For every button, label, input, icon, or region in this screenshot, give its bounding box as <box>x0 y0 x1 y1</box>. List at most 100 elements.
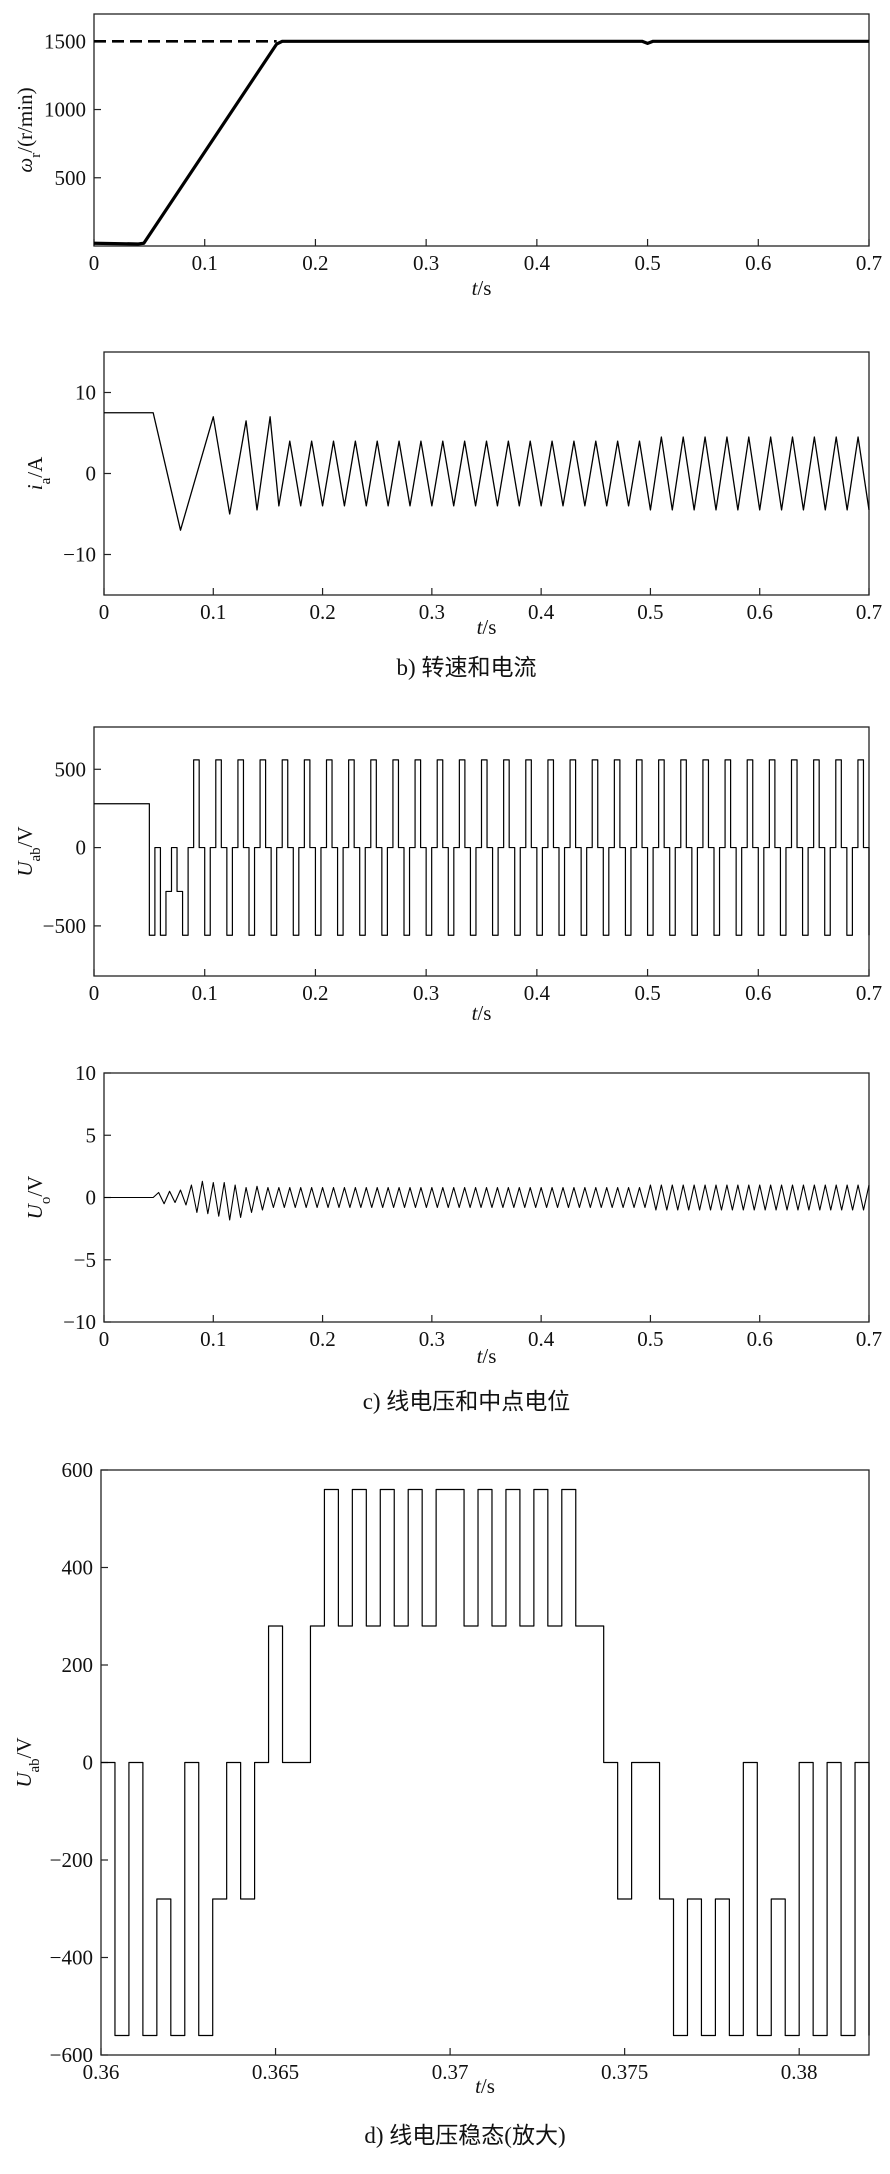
y-tick-label: 200 <box>62 1653 94 1677</box>
y-axis-label: Uab/V <box>12 1737 43 1787</box>
y-tick-label: 600 <box>62 1458 94 1482</box>
x-label-symbol: t <box>472 276 479 300</box>
x-label-symbol: t <box>475 2074 482 2098</box>
x-label-symbol: t <box>477 615 484 639</box>
x-tick-label: 0.7 <box>856 600 882 624</box>
y-label-sub: ab <box>28 847 44 861</box>
x-tick-label: 0.5 <box>634 251 660 275</box>
y-axis-label: ωr/(r/min) <box>13 87 44 172</box>
x-tick-label: 0.7 <box>856 981 882 1005</box>
x-label-unit: /s <box>477 276 491 300</box>
x-tick-label: 0.4 <box>528 600 555 624</box>
caption: c) 线电压和中点电位 <box>363 1389 571 1414</box>
y-axis-label: Uab/V <box>13 826 44 876</box>
series-line <box>104 412 870 531</box>
x-tick-label: 0.2 <box>309 600 335 624</box>
y-tick-label: −600 <box>50 2043 93 2067</box>
y-tick-label: −400 <box>50 1946 93 1970</box>
x-tick-label: 0.3 <box>419 600 445 624</box>
x-label-symbol: t <box>477 1344 484 1368</box>
x-axis-label: t/s <box>472 1001 492 1025</box>
x-tick-label: 0.4 <box>524 981 551 1005</box>
y-tick-label: 0 <box>76 836 87 860</box>
y-tick-label: 10 <box>75 381 96 405</box>
y-label-symbol: ω <box>13 158 37 173</box>
series-line <box>93 39 869 246</box>
y-tick-label: 1500 <box>44 29 86 53</box>
plot-frame <box>93 13 870 247</box>
x-axis-label: t/s <box>477 1344 497 1368</box>
x-tick-label: 0.36 <box>83 2060 120 2084</box>
y-label-symbol: U <box>23 1202 47 1219</box>
x-tick-label: 0.5 <box>637 1327 663 1351</box>
x-tick-label: 0.5 <box>634 981 660 1005</box>
x-tick-label: 0.375 <box>601 2060 648 2084</box>
x-axis-label: t/s <box>475 2074 495 2098</box>
y-axis-label: ia/A <box>23 456 54 490</box>
x-tick-label: 0.1 <box>200 1327 226 1351</box>
x-tick-label: 0.4 <box>524 251 551 275</box>
x-label-symbol: t <box>472 1001 479 1025</box>
x-label-unit: /s <box>482 615 496 639</box>
caption: d) 线电压稳态(放大) <box>364 2123 565 2148</box>
y-label-symbol: U <box>13 860 37 877</box>
y-label-unit: /V <box>12 1737 36 1758</box>
y-label-sub: a <box>38 477 54 484</box>
y-axis-label: Uo/V <box>23 1176 54 1220</box>
series-line <box>104 1180 870 1221</box>
x-label-unit: /s <box>482 1344 496 1368</box>
y-tick-label: 500 <box>55 166 87 190</box>
y-tick-label: −10 <box>63 543 96 567</box>
x-tick-label: 0.2 <box>302 981 328 1005</box>
y-tick-label: −10 <box>63 1310 96 1334</box>
x-tick-label: 0.7 <box>856 1327 882 1351</box>
x-tick-label: 0.1 <box>200 600 226 624</box>
x-tick-label: 0.365 <box>252 2060 299 2084</box>
x-tick-label: 0.2 <box>309 1327 335 1351</box>
x-label-unit: /s <box>481 2074 495 2098</box>
x-tick-label: 0.3 <box>419 1327 445 1351</box>
y-tick-label: −5 <box>74 1248 96 1272</box>
y-label-unit: /(r/min) <box>13 87 37 152</box>
y-label-sub: o <box>38 1197 54 1205</box>
y-tick-label: −500 <box>43 914 86 938</box>
y-label-unit: /V <box>13 826 37 847</box>
y-tick-label: 0 <box>86 1186 97 1210</box>
x-label-unit: /s <box>477 1001 491 1025</box>
x-tick-label: 0.1 <box>192 981 218 1005</box>
y-tick-label: 500 <box>55 757 87 781</box>
x-tick-label: 0.38 <box>781 2060 818 2084</box>
x-tick-label: 0.6 <box>745 251 771 275</box>
x-tick-label: 0.7 <box>856 251 882 275</box>
x-tick-label: 0.4 <box>528 1327 555 1351</box>
y-label-symbol: U <box>12 1771 36 1788</box>
x-axis-label: t/s <box>477 615 497 639</box>
x-tick-label: 0 <box>99 1327 110 1351</box>
x-tick-label: 0.6 <box>747 600 773 624</box>
x-tick-label: 0 <box>89 251 100 275</box>
x-tick-label: 0.6 <box>747 1327 773 1351</box>
y-label-sub: r <box>28 153 44 158</box>
x-tick-label: 0.37 <box>432 2060 469 2084</box>
x-axis-label: t/s <box>472 276 492 300</box>
y-label-unit: /V <box>23 1176 47 1197</box>
caption: b) 转速和电流 <box>397 655 537 680</box>
x-tick-label: 0 <box>99 600 110 624</box>
series-line <box>94 759 870 936</box>
x-tick-label: 0 <box>89 981 100 1005</box>
y-label-sub: ab <box>27 1758 43 1772</box>
x-tick-label: 0.1 <box>192 251 218 275</box>
y-tick-label: 400 <box>62 1556 94 1580</box>
y-tick-label: 0 <box>86 462 97 486</box>
y-tick-label: 10 <box>75 1061 96 1085</box>
y-label-unit: /A <box>23 456 47 478</box>
y-tick-label: 5 <box>86 1123 97 1147</box>
y-tick-label: 0 <box>83 1751 94 1775</box>
x-tick-label: 0.6 <box>745 981 771 1005</box>
x-tick-label: 0.3 <box>413 981 439 1005</box>
x-tick-label: 0.5 <box>637 600 663 624</box>
x-tick-label: 0.3 <box>413 251 439 275</box>
